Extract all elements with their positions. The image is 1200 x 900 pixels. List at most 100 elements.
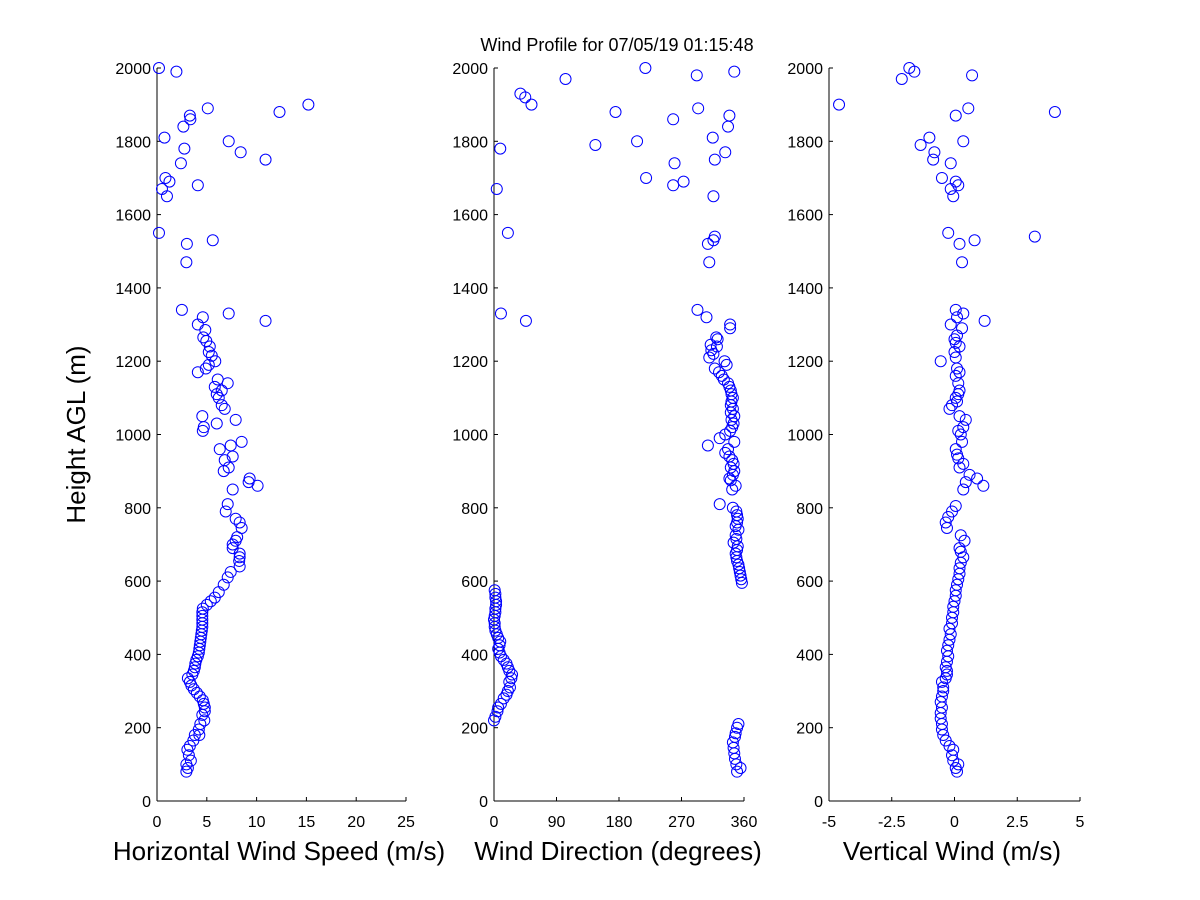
- direction-y-tick-label: 1000: [452, 428, 488, 445]
- vertical-y-tick-label: 2000: [787, 61, 823, 78]
- speed-data-point: [226, 542, 239, 555]
- direction-y-tick-label: 400: [461, 647, 488, 664]
- vertical-data-point: [937, 685, 950, 698]
- vertical-data-point: [954, 428, 967, 441]
- direction-data-point: [726, 736, 739, 749]
- speed-x-tick-label: 20: [347, 814, 365, 831]
- speed-data-point: [188, 661, 201, 674]
- wind-direction-panel: 0 200 400 600 800 1000 1200 1400 1600 1800 2000 0 90…: [452, 61, 761, 866]
- vertical-data-point: [957, 483, 970, 496]
- speed-data-point: [221, 571, 234, 584]
- direction-y-tick-label: 600: [461, 574, 488, 591]
- speed-data-point: [202, 358, 215, 371]
- direction-data-point: [691, 303, 704, 316]
- direction-data-point: [708, 153, 721, 166]
- vertical-data-point: [927, 153, 940, 166]
- vertical-data-point: [943, 402, 956, 415]
- speed-data-point: [222, 307, 235, 320]
- direction-x-tick-label: 0: [490, 814, 499, 831]
- speed-data-point: [199, 362, 212, 375]
- direction-data-point: [708, 230, 721, 243]
- direction-data-point: [639, 62, 652, 74]
- vertical-data-point: [957, 421, 970, 434]
- direction-y-tick-label: 800: [461, 501, 488, 518]
- direction-data-point: [503, 681, 516, 694]
- speed-data-point: [218, 454, 231, 467]
- vertical-data-point: [944, 157, 957, 170]
- vertical-data-point: [939, 661, 952, 674]
- vertical-data-point: [949, 391, 962, 404]
- speed-data-point: [196, 609, 209, 622]
- direction-data-point: [733, 565, 746, 578]
- speed-data-point: [184, 113, 197, 126]
- speed-data-point: [219, 505, 232, 518]
- direction-data-point: [731, 509, 744, 522]
- speed-data-point: [174, 157, 187, 170]
- vertical-data-point: [956, 435, 969, 448]
- vertical-data-point: [944, 318, 957, 331]
- vertical-data-point: [966, 69, 979, 82]
- vertical-wind-panel: 0 200 400 600 800 1000 1200 1400 1600 1800 2000 -5 -…: [787, 61, 1084, 866]
- vertical-data-point: [949, 175, 962, 188]
- direction-y-tick-label: 1600: [452, 208, 488, 225]
- speed-data-point: [302, 98, 315, 111]
- vertical-data-point: [935, 690, 948, 703]
- direction-data-point: [726, 501, 739, 514]
- speed-y-tick-label: 1000: [115, 428, 151, 445]
- vertical-data-point: [971, 472, 984, 485]
- speed-x-tick-label: 15: [298, 814, 316, 831]
- direction-data-point: [730, 505, 743, 518]
- direction-data-point: [692, 102, 705, 115]
- vertical-data-point: [940, 644, 953, 657]
- direction-data-point: [729, 529, 742, 542]
- direction-data-point: [730, 532, 743, 545]
- speed-data-point: [194, 718, 207, 731]
- vertical-data-point: [949, 443, 962, 456]
- speed-data-point: [180, 237, 193, 250]
- direction-data-point: [700, 311, 713, 324]
- direction-data-point: [493, 639, 506, 652]
- direction-data-point: [491, 705, 504, 718]
- speed-data-point: [201, 102, 214, 115]
- speed-data-point: [224, 565, 237, 578]
- speed-data-point: [235, 521, 248, 534]
- direction-data-point: [728, 435, 741, 448]
- direction-data-point: [724, 322, 737, 335]
- vertical-y-tick-label: 1200: [787, 354, 823, 371]
- direction-data-point: [728, 65, 741, 78]
- speed-y-axis-label: Height AGL (m): [61, 345, 91, 523]
- vertical-data-point: [951, 311, 964, 324]
- direction-data-point: [731, 512, 744, 525]
- direction-data-point: [667, 113, 680, 126]
- vertical-data-point: [957, 307, 970, 320]
- vertical-data-point: [956, 256, 969, 269]
- direction-data-point: [713, 366, 725, 379]
- direction-data-point: [667, 179, 680, 192]
- direction-data-point: [525, 98, 538, 111]
- vertical-y-tick-label: 600: [796, 574, 823, 591]
- vertical-y-tick-label: 400: [796, 647, 823, 664]
- speed-data-point: [229, 413, 242, 426]
- speed-y-tick-label: 1800: [115, 134, 151, 151]
- vertical-x-tick-label: -5: [822, 814, 836, 831]
- horizontal-wind-speed-panel: 0 200 400 600 800 1000 1200 1400 1600 1800 2000 0 5 1…: [61, 61, 445, 866]
- speed-data-point: [158, 131, 171, 144]
- vertical-data-point: [949, 109, 962, 122]
- direction-data-point: [640, 171, 653, 184]
- direction-data-point: [497, 692, 510, 705]
- vertical-data-point: [947, 190, 960, 203]
- direction-data-point: [710, 340, 723, 353]
- speed-data-point: [198, 714, 211, 727]
- vertical-data-point: [956, 322, 969, 335]
- speed-x-tick-label: 10: [248, 814, 266, 831]
- direction-data-point: [719, 146, 732, 159]
- direction-y-tick-label: 200: [461, 721, 488, 738]
- speed-data-point: [211, 373, 224, 386]
- direction-y-tick-label: 1200: [452, 354, 488, 371]
- direction-data-point: [723, 450, 736, 463]
- speed-data-point: [181, 672, 194, 685]
- speed-data-point: [224, 439, 237, 452]
- vertical-data-point: [937, 681, 950, 694]
- vertical-data-point: [935, 171, 948, 184]
